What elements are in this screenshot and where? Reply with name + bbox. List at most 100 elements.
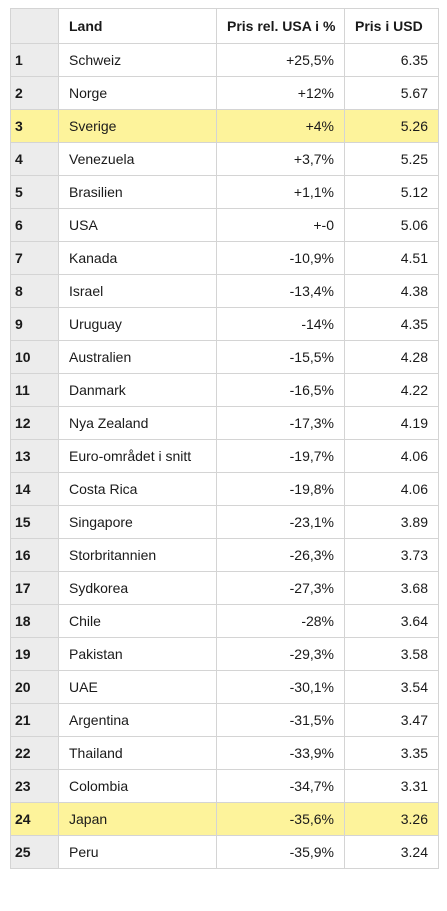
relative-price-cell: -17,3% bbox=[216, 406, 345, 440]
relative-price-cell: -35,6% bbox=[216, 802, 345, 836]
country-cell: Venezuela bbox=[58, 142, 217, 176]
table-row: 16 Storbritannien -26,3% 3.73 bbox=[10, 538, 439, 572]
country-cell: Norge bbox=[58, 76, 217, 110]
relative-price-cell: +12% bbox=[216, 76, 345, 110]
usd-price-cell: 3.58 bbox=[344, 637, 439, 671]
table-row: 11 Danmark -16,5% 4.22 bbox=[10, 373, 439, 407]
relative-price-cell: -14% bbox=[216, 307, 345, 341]
country-cell: Japan bbox=[58, 802, 217, 836]
rank-cell: 1 bbox=[10, 43, 59, 77]
table-row: 24 Japan -35,6% 3.26 bbox=[10, 802, 439, 836]
usd-price-cell: 3.68 bbox=[344, 571, 439, 605]
table-row: 21 Argentina -31,5% 3.47 bbox=[10, 703, 439, 737]
country-cell: Peru bbox=[58, 835, 217, 869]
usd-price-cell: 3.24 bbox=[344, 835, 439, 869]
relative-price-cell: -19,7% bbox=[216, 439, 345, 473]
usd-price-cell: 3.47 bbox=[344, 703, 439, 737]
usd-price-cell: 4.06 bbox=[344, 439, 439, 473]
usd-price-column-header: Pris i USD bbox=[344, 8, 439, 44]
table-row: 18 Chile -28% 3.64 bbox=[10, 604, 439, 638]
table-row: 9 Uruguay -14% 4.35 bbox=[10, 307, 439, 341]
country-cell: Chile bbox=[58, 604, 217, 638]
country-cell: Sydkorea bbox=[58, 571, 217, 605]
relative-price-cell: -33,9% bbox=[216, 736, 345, 770]
country-cell: Argentina bbox=[58, 703, 217, 737]
table-row: 22 Thailand -33,9% 3.35 bbox=[10, 736, 439, 770]
usd-price-cell: 4.38 bbox=[344, 274, 439, 308]
table-row: 4 Venezuela +3,7% 5.25 bbox=[10, 142, 439, 176]
relative-price-cell: +4% bbox=[216, 109, 345, 143]
country-cell: Colombia bbox=[58, 769, 217, 803]
country-cell: Sverige bbox=[58, 109, 217, 143]
country-cell: Pakistan bbox=[58, 637, 217, 671]
rank-cell: 5 bbox=[10, 175, 59, 209]
table-row: 19 Pakistan -29,3% 3.58 bbox=[10, 637, 439, 671]
country-cell: Schweiz bbox=[58, 43, 217, 77]
rank-cell: 23 bbox=[10, 769, 59, 803]
usd-price-cell: 5.12 bbox=[344, 175, 439, 209]
relative-price-cell: +3,7% bbox=[216, 142, 345, 176]
relative-price-cell: -15,5% bbox=[216, 340, 345, 374]
relative-price-cell: -23,1% bbox=[216, 505, 345, 539]
table-row: 20 UAE -30,1% 3.54 bbox=[10, 670, 439, 704]
country-cell: Uruguay bbox=[58, 307, 217, 341]
rank-cell: 17 bbox=[10, 571, 59, 605]
rank-cell: 18 bbox=[10, 604, 59, 638]
usd-price-cell: 3.26 bbox=[344, 802, 439, 836]
table-row: 5 Brasilien +1,1% 5.12 bbox=[10, 175, 439, 209]
country-cell: Thailand bbox=[58, 736, 217, 770]
usd-price-cell: 3.73 bbox=[344, 538, 439, 572]
table-row: 7 Kanada -10,9% 4.51 bbox=[10, 241, 439, 275]
rank-cell: 8 bbox=[10, 274, 59, 308]
rank-cell: 3 bbox=[10, 109, 59, 143]
table-row: 13 Euro-området i snitt -19,7% 4.06 bbox=[10, 439, 439, 473]
relative-price-cell: -16,5% bbox=[216, 373, 345, 407]
table-body: 1 Schweiz +25,5% 6.35 2 Norge +12% 5.67 3 Sverige… bbox=[10, 43, 439, 869]
usd-price-cell: 6.35 bbox=[344, 43, 439, 77]
usd-price-cell: 5.26 bbox=[344, 109, 439, 143]
table-row: 8 Israel -13,4% 4.38 bbox=[10, 274, 439, 308]
relative-price-cell: +1,1% bbox=[216, 175, 345, 209]
usd-price-cell: 4.06 bbox=[344, 472, 439, 506]
rank-cell: 24 bbox=[10, 802, 59, 836]
price-comparison-table: Land Pris rel. USA i % Pris i USD 1 Schwe… bbox=[10, 8, 439, 869]
table-row: 14 Costa Rica -19,8% 4.06 bbox=[10, 472, 439, 506]
usd-price-cell: 4.35 bbox=[344, 307, 439, 341]
relative-price-cell: +-0 bbox=[216, 208, 345, 242]
usd-price-cell: 5.06 bbox=[344, 208, 439, 242]
price-table-container: Land Pris rel. USA i % Pris i USD 1 Schwe… bbox=[10, 8, 439, 869]
usd-price-cell: 3.35 bbox=[344, 736, 439, 770]
rank-cell: 20 bbox=[10, 670, 59, 704]
table-row: 1 Schweiz +25,5% 6.35 bbox=[10, 43, 439, 77]
table-row: 3 Sverige +4% 5.26 bbox=[10, 109, 439, 143]
usd-price-cell: 5.67 bbox=[344, 76, 439, 110]
rank-cell: 25 bbox=[10, 835, 59, 869]
table-row: 12 Nya Zealand -17,3% 4.19 bbox=[10, 406, 439, 440]
usd-price-cell: 4.19 bbox=[344, 406, 439, 440]
usd-price-cell: 5.25 bbox=[344, 142, 439, 176]
table-row: 2 Norge +12% 5.67 bbox=[10, 76, 439, 110]
rank-cell: 14 bbox=[10, 472, 59, 506]
country-cell: Australien bbox=[58, 340, 217, 374]
relative-price-column-header: Pris rel. USA i % bbox=[216, 8, 345, 44]
country-cell: UAE bbox=[58, 670, 217, 704]
country-cell: Brasilien bbox=[58, 175, 217, 209]
country-cell: Nya Zealand bbox=[58, 406, 217, 440]
rank-cell: 16 bbox=[10, 538, 59, 572]
country-cell: Singapore bbox=[58, 505, 217, 539]
rank-cell: 11 bbox=[10, 373, 59, 407]
rank-cell: 22 bbox=[10, 736, 59, 770]
relative-price-cell: -29,3% bbox=[216, 637, 345, 671]
rank-cell: 6 bbox=[10, 208, 59, 242]
rank-cell: 7 bbox=[10, 241, 59, 275]
relative-price-cell: -28% bbox=[216, 604, 345, 638]
usd-price-cell: 4.22 bbox=[344, 373, 439, 407]
relative-price-cell: -30,1% bbox=[216, 670, 345, 704]
table-row: 25 Peru -35,9% 3.24 bbox=[10, 835, 439, 869]
country-cell: Danmark bbox=[58, 373, 217, 407]
rank-cell: 10 bbox=[10, 340, 59, 374]
rank-cell: 19 bbox=[10, 637, 59, 671]
country-cell: USA bbox=[58, 208, 217, 242]
table-row: 10 Australien -15,5% 4.28 bbox=[10, 340, 439, 374]
relative-price-cell: -31,5% bbox=[216, 703, 345, 737]
